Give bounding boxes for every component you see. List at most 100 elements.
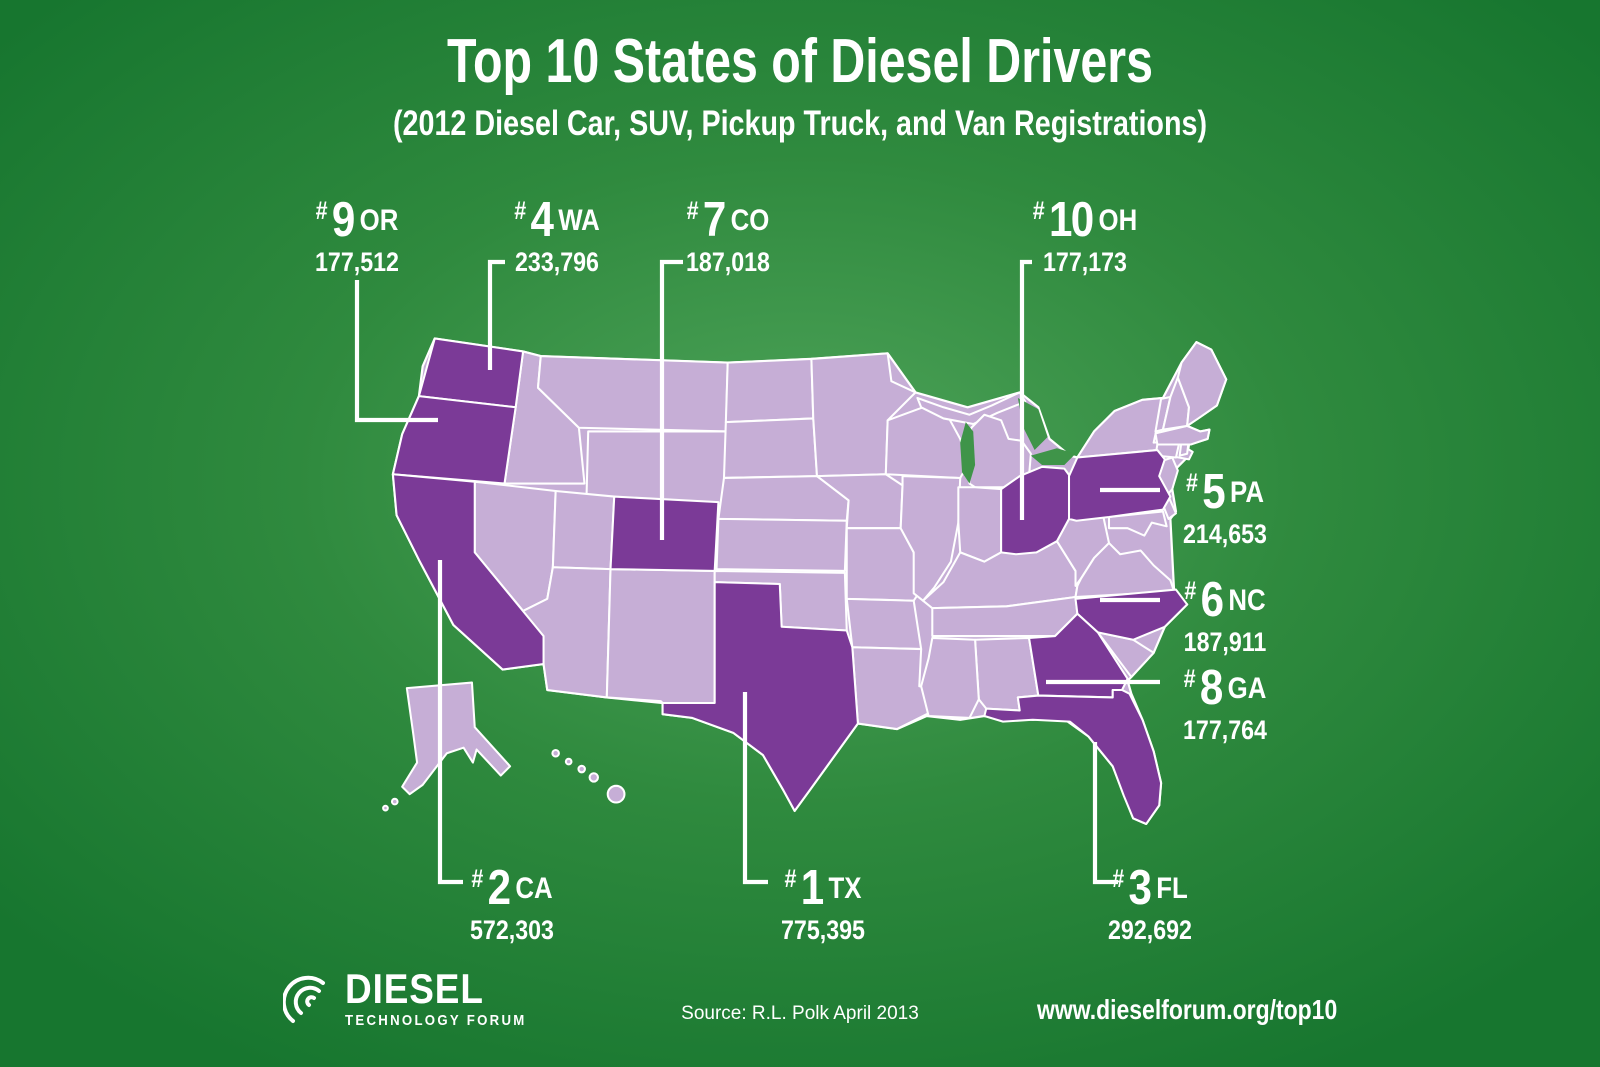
hash-symbol: # (784, 865, 797, 893)
callout-line-ca (437, 560, 463, 885)
callout-wa-rank-row: #4 WA (493, 196, 622, 245)
callout-pa-state: PA (1230, 475, 1264, 509)
callout-nc-value: 187,911 (1183, 627, 1267, 657)
callout-tx-value: 775,395 (781, 915, 865, 945)
state-tx (661, 581, 859, 812)
hash-symbol: # (1184, 577, 1197, 605)
state-fl (983, 688, 1163, 825)
callout-ca: #2 CA 572,303 (448, 864, 577, 944)
callout-ga-rank-row: #8 GA (1161, 664, 1290, 713)
callout-nc-rank: 6 (1200, 573, 1224, 627)
logo-title: DIESEL (345, 965, 484, 1012)
page-title: Top 10 States of Diesel Drivers (447, 27, 1153, 96)
callout-oh-state: OH (1098, 203, 1138, 237)
state-wy (585, 430, 727, 507)
callout-or: #9 OR 177,512 (293, 196, 422, 276)
callout-ga-state: GA (1227, 671, 1267, 705)
state-co (609, 495, 720, 572)
lake-erie (1030, 448, 1076, 465)
callout-line-fl (1092, 742, 1118, 885)
callout-ca-state: CA (515, 871, 553, 905)
hash-symbol: # (1032, 197, 1045, 225)
callout-line-tx (742, 692, 768, 885)
callout-pa-rank: 5 (1202, 465, 1225, 519)
callout-co-rank-row: #7 CO (664, 196, 793, 245)
page-subtitle: (2012 Diesel Car, SUV, Pickup Truck, and… (392, 104, 1208, 143)
website-url: www.dieselforum.org/top10 (1037, 994, 1338, 1025)
state-ma (1154, 424, 1211, 446)
state-hi-island (551, 748, 560, 758)
callout-wa-rank: 4 (530, 193, 553, 247)
state-ks (715, 517, 848, 572)
state-sd (722, 417, 819, 479)
callout-co-rank: 7 (702, 193, 726, 247)
callout-pa-rank-row: #5 PA (1161, 468, 1290, 517)
callout-ca-rank-row: #2 CA (448, 864, 577, 913)
callout-oh-rank: 10 (1049, 193, 1094, 247)
state-hi-island (588, 772, 599, 783)
callout-oh: #10 OH 177,173 (1021, 196, 1150, 276)
callout-fl-state: FL (1156, 871, 1188, 905)
callout-or-rank: 9 (331, 193, 355, 247)
callout-ga-value: 177,764 (1183, 715, 1267, 745)
state-me (1176, 341, 1228, 427)
state-md (1107, 510, 1168, 537)
diesel-technology-forum-logo: DIESEL TECHNOLOGY FORUM (283, 968, 551, 1029)
hash-symbol: # (1183, 665, 1196, 693)
callout-pa-value: 214,653 (1183, 519, 1267, 549)
callout-or-rank-row: #9 OR (293, 196, 422, 245)
hash-symbol: # (514, 197, 527, 225)
state-nm (605, 568, 716, 706)
state-in (957, 486, 1003, 563)
callout-tx-rank: 1 (800, 861, 824, 915)
hash-symbol: # (1112, 865, 1125, 893)
callout-oh-rank-row: #10 OH (1021, 196, 1150, 245)
callout-or-value: 177,512 (315, 247, 399, 277)
callout-co-state: CO (730, 203, 770, 237)
state-ak (401, 681, 512, 796)
source-credit: Source: R.L. Polk April 2013 (681, 1003, 919, 1024)
state-hi-island (564, 757, 573, 766)
callout-line-co (659, 259, 683, 540)
callout-fl-value: 292,692 (1108, 915, 1192, 945)
callout-wa-value: 233,796 (515, 247, 599, 277)
callout-ca-value: 572,303 (470, 915, 554, 945)
callout-fl: #3 FL 292,692 (1086, 864, 1215, 944)
callout-line-oh (1019, 259, 1032, 520)
state-pa (1067, 449, 1172, 522)
hash-symbol: # (686, 197, 699, 225)
callout-pa: #5 PA 214,653 (1161, 468, 1290, 548)
callout-nc: #6 NC 187,911 (1161, 576, 1290, 656)
state-va (1074, 542, 1176, 599)
callout-ga: #8 GA 177,764 (1161, 664, 1290, 744)
hash-symbol: # (1186, 469, 1198, 497)
state-hi-island (606, 784, 626, 804)
state-ut (551, 489, 616, 571)
state-or (391, 395, 517, 485)
callout-fl-rank: 3 (1128, 861, 1151, 915)
hash-symbol: # (471, 865, 484, 893)
state-mi-upper (916, 391, 1027, 426)
lake-huron (1017, 397, 1048, 451)
callout-nc-state: NC (1228, 583, 1266, 617)
callout-wa: #4 WA 233,796 (493, 196, 622, 276)
state-ca (391, 473, 545, 671)
callout-tx-rank-row: #1 TX (759, 864, 888, 913)
callout-nc-rank-row: #6 NC (1161, 576, 1290, 625)
callout-co: #7 CO 187,018 (664, 196, 793, 276)
state-nd (724, 357, 815, 424)
callout-oh-value: 177,173 (1043, 247, 1127, 277)
state-ak-island (390, 797, 399, 806)
callout-ga-rank: 8 (1199, 661, 1223, 715)
state-hi-island (577, 764, 586, 774)
callout-wa-state: WA (558, 203, 600, 237)
logo-text: DIESEL TECHNOLOGY FORUM (345, 965, 527, 1030)
callout-line-wa (487, 259, 505, 370)
callout-or-state: OR (359, 203, 399, 237)
hash-symbol: # (315, 197, 328, 225)
callout-fl-rank-row: #3 FL (1086, 864, 1215, 913)
lake-michigan (960, 422, 976, 484)
logo-subtitle: TECHNOLOGY FORUM (345, 1012, 527, 1029)
